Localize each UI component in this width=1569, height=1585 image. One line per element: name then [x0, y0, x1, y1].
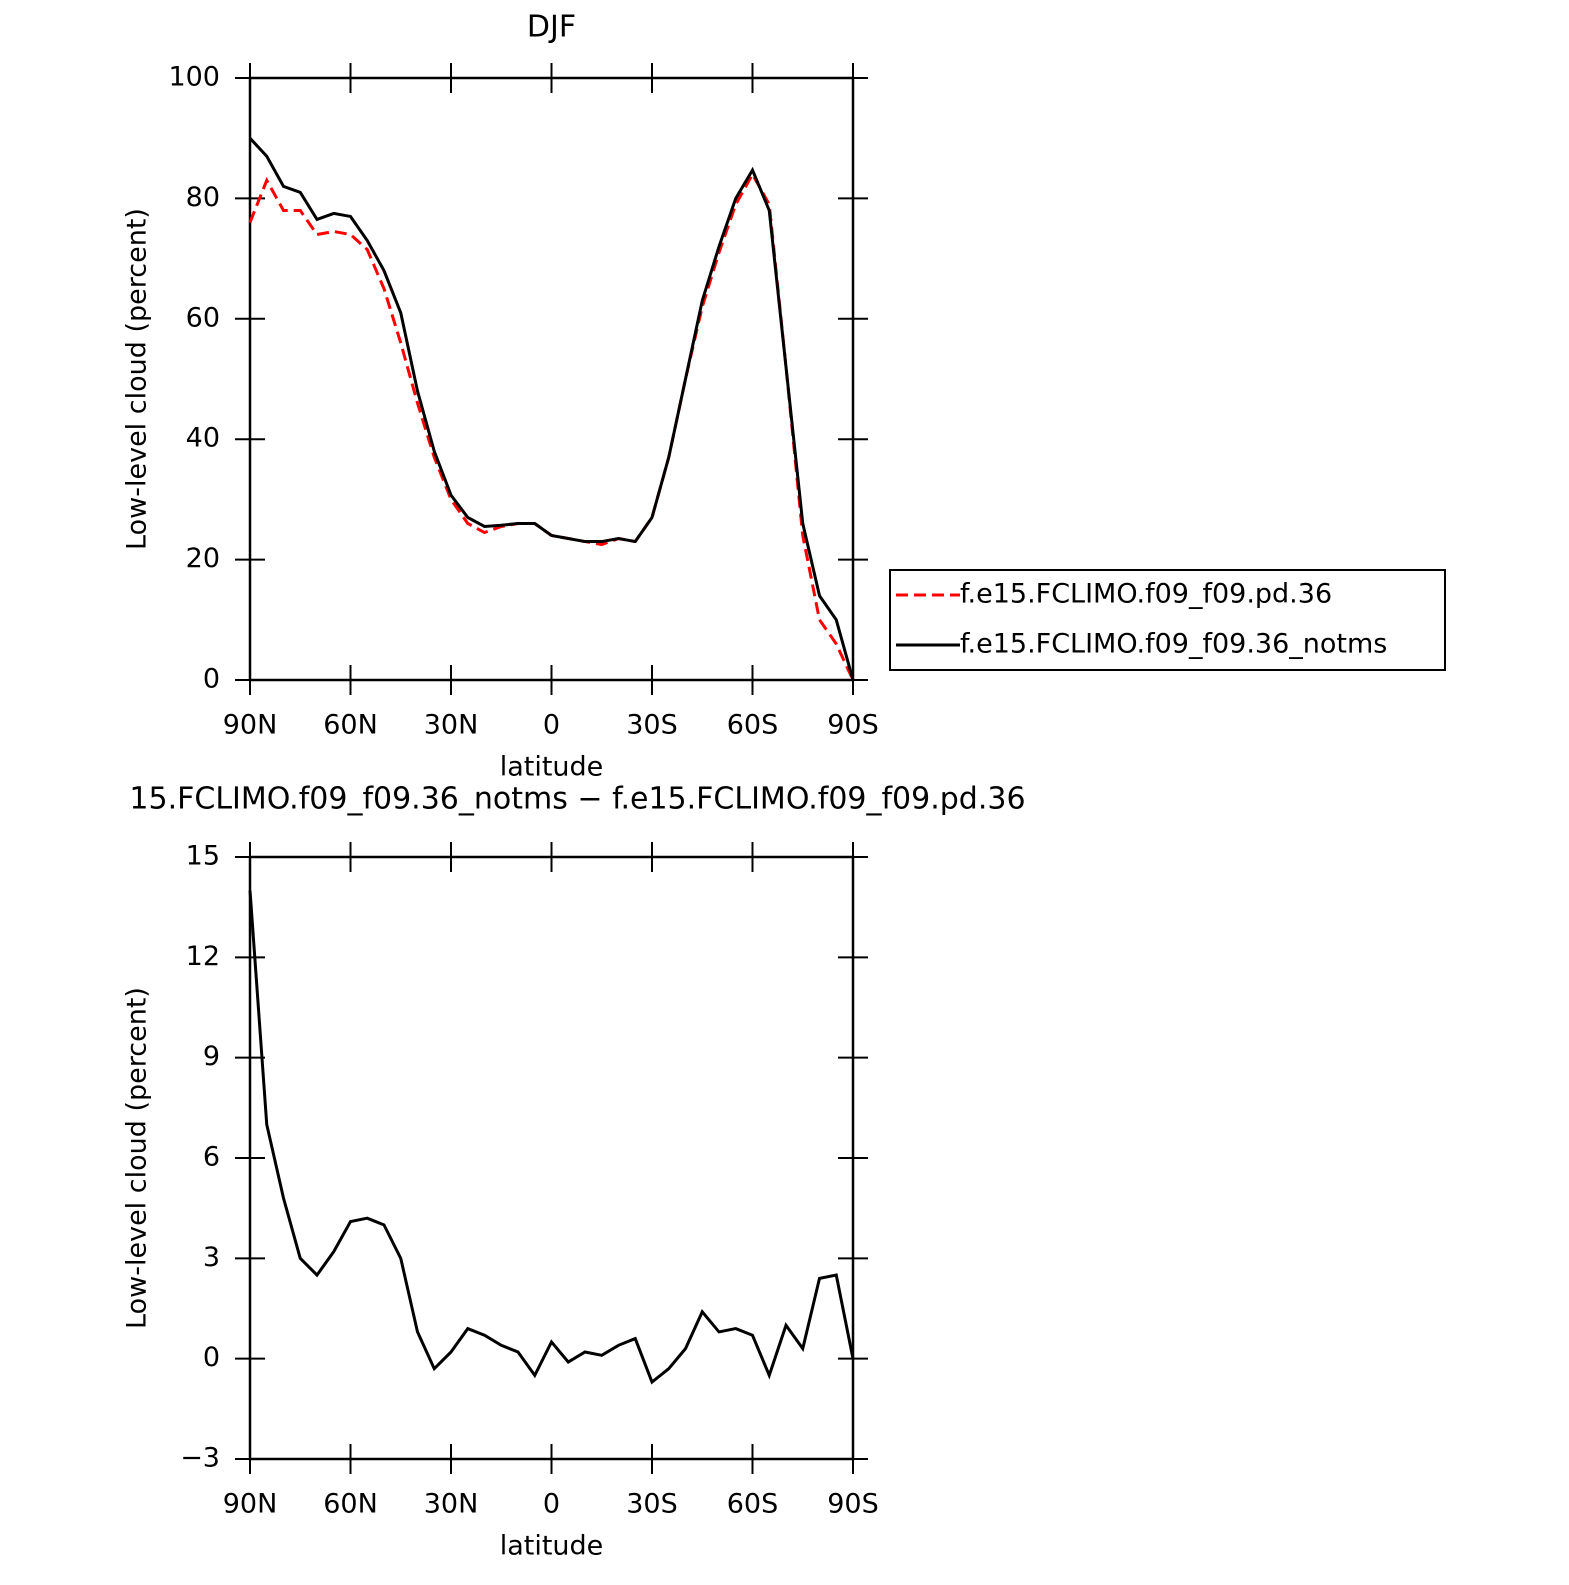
y-tick-label: 0 — [203, 664, 220, 695]
plot-frame — [248, 76, 855, 682]
y-tick-label: 9 — [203, 1041, 220, 1072]
x-tick-label: 90N — [223, 710, 278, 741]
x-tick-label: 30N — [424, 710, 479, 741]
y-tick-label: 100 — [168, 62, 220, 93]
y-tick-label: 15 — [186, 841, 220, 872]
x-axis-label: latitude — [500, 1531, 604, 1562]
x-tick-label: 30S — [626, 710, 678, 741]
legend-box — [889, 569, 1446, 671]
y-tick-label: 12 — [186, 941, 220, 972]
series-line — [248, 171, 855, 681]
y-tick-label: 40 — [186, 423, 220, 454]
y-tick-label: 0 — [203, 1342, 220, 1373]
y-tick-label: 80 — [186, 182, 220, 213]
y-tick-label: 6 — [203, 1142, 220, 1173]
x-tick-label: 30S — [626, 1489, 678, 1520]
x-tick-label: 90N — [223, 1489, 278, 1520]
chart-title: 15.FCLIMO.f09_f09.36_notms − f.e15.FCLIM… — [129, 782, 1025, 817]
x-tick-label: 60N — [323, 710, 378, 741]
x-tick-label: 60S — [727, 1489, 779, 1520]
y-tick-label: −3 — [180, 1443, 220, 1474]
series-line — [248, 890, 855, 1385]
chart-title: DJF — [527, 10, 576, 45]
y-axis-label: Low-level cloud (percent) — [122, 208, 153, 550]
legend-label: f.e15.FCLIMO.f09_f09.36_notms — [960, 629, 1387, 660]
x-tick-label: 60S — [727, 710, 779, 741]
series-line — [248, 137, 855, 681]
x-tick-label: 30N — [424, 1489, 479, 1520]
plot-frame — [248, 855, 855, 1461]
x-tick-label: 60N — [323, 1489, 378, 1520]
x-tick-label: 90S — [827, 1489, 879, 1520]
y-tick-label: 3 — [203, 1242, 220, 1273]
x-tick-label: 0 — [543, 710, 560, 741]
x-tick-label: 90S — [827, 710, 879, 741]
x-tick-label: 0 — [543, 1489, 560, 1520]
y-axis-label: Low-level cloud (percent) — [122, 987, 153, 1329]
y-tick-label: 20 — [186, 543, 220, 574]
y-tick-label: 60 — [186, 302, 220, 333]
x-axis-label: latitude — [500, 752, 604, 783]
legend-label: f.e15.FCLIMO.f09_f09.pd.36 — [960, 579, 1332, 610]
